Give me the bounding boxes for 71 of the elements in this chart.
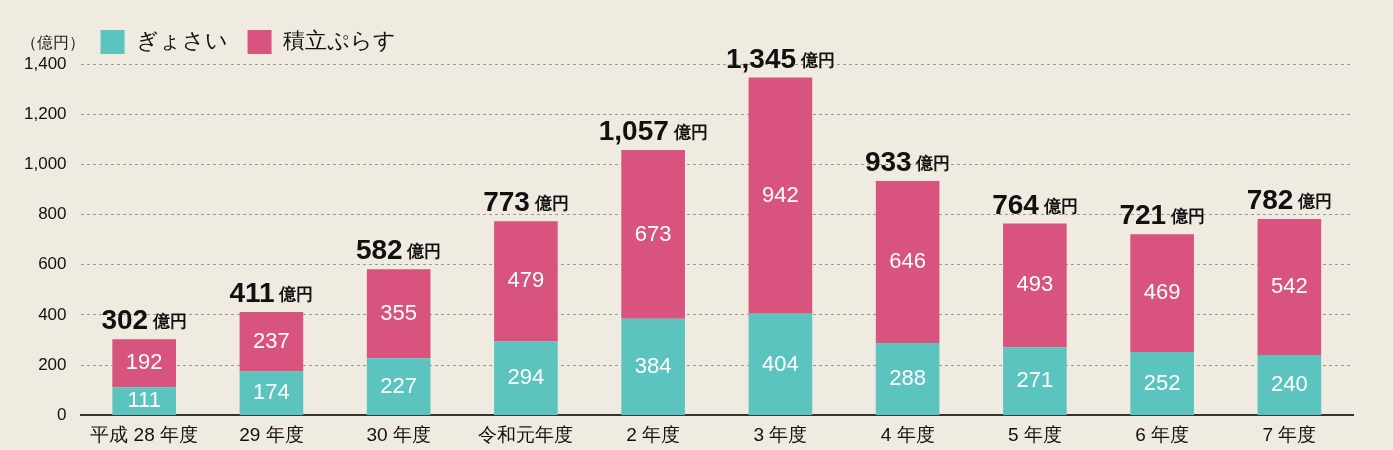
x-tick-label: 2 年度	[626, 423, 681, 445]
x-tick-label: 4 年度	[880, 423, 935, 445]
data-label: 542	[1271, 273, 1308, 299]
x-tick-label: 6 年度	[1135, 423, 1190, 445]
total-label: 721 億円	[1119, 199, 1205, 231]
x-tick-label: 30 年度	[366, 423, 431, 445]
bar	[112, 387, 176, 416]
bar	[1257, 219, 1322, 355]
bar	[1130, 351, 1194, 416]
bar	[494, 341, 558, 416]
bar	[1257, 354, 1322, 416]
x-tick-label: 5 年度	[1007, 423, 1062, 445]
bar	[875, 342, 940, 416]
data-label: 227	[380, 372, 418, 398]
y-tick-label: 200	[38, 354, 67, 374]
total-label: 411 億円	[229, 277, 314, 309]
data-label: 673	[634, 220, 672, 246]
x-tick-label: 3 年度	[753, 423, 808, 445]
data-label: 469	[1143, 279, 1181, 305]
bar	[621, 318, 685, 416]
bar	[112, 339, 176, 388]
data-label: 240	[1271, 371, 1308, 397]
data-label: 479	[507, 267, 545, 293]
bar	[621, 150, 685, 319]
data-label: 237	[253, 327, 290, 353]
y-tick-label: 600	[38, 254, 67, 274]
x-tick-label: 7 年度	[1262, 423, 1317, 445]
y-tick-label: 1,400	[23, 53, 67, 73]
data-label: 294	[507, 364, 545, 390]
total-label: 933 億円	[864, 145, 951, 177]
y-axis-title: （億円）	[20, 34, 85, 51]
y-tick-label: 0	[57, 404, 67, 424]
total-label: 773 億円	[483, 186, 569, 218]
data-label: 111	[127, 387, 161, 413]
y-tick-label: 800	[38, 204, 67, 224]
y-tick-label: 1,000	[23, 154, 67, 174]
total-label: 782 億円	[1246, 184, 1333, 216]
bar	[494, 221, 558, 342]
bar	[239, 371, 304, 416]
data-label: 404	[762, 350, 799, 376]
bar	[366, 358, 431, 416]
x-tick-label: 29 年度	[239, 423, 304, 445]
bar	[748, 313, 813, 416]
data-label: 271	[1016, 367, 1054, 393]
legend-label: 積立ぷらす	[282, 28, 396, 54]
data-label: 355	[380, 299, 418, 325]
bar	[875, 180, 940, 343]
y-tick-label: 400	[38, 304, 67, 324]
data-label: 646	[889, 247, 926, 273]
bar	[1130, 234, 1194, 352]
data-label: 942	[762, 181, 799, 207]
total-label: 302 億円	[101, 304, 187, 336]
legend-label: ぎょさい	[135, 28, 228, 54]
x-tick-label: 平成 28 年度	[90, 423, 199, 445]
y-tick-label: 1,200	[23, 103, 67, 123]
data-label: 288	[889, 365, 926, 391]
data-label: 252	[1143, 369, 1181, 395]
bar	[748, 77, 813, 314]
data-label: 174	[253, 379, 290, 405]
data-label: 493	[1016, 271, 1054, 297]
x-tick-label: 令和元年度	[478, 423, 574, 445]
bar	[366, 269, 431, 359]
total-label: 1,057 億円	[598, 115, 708, 147]
total-label: 582 億円	[355, 234, 442, 266]
total-label: 764 億円	[992, 188, 1078, 220]
total-label: 1,345 億円	[726, 42, 835, 74]
bar	[1003, 347, 1067, 416]
data-label: 192	[125, 349, 163, 375]
bar	[1003, 223, 1067, 348]
bar	[239, 312, 304, 372]
data-label: 384	[634, 353, 672, 379]
